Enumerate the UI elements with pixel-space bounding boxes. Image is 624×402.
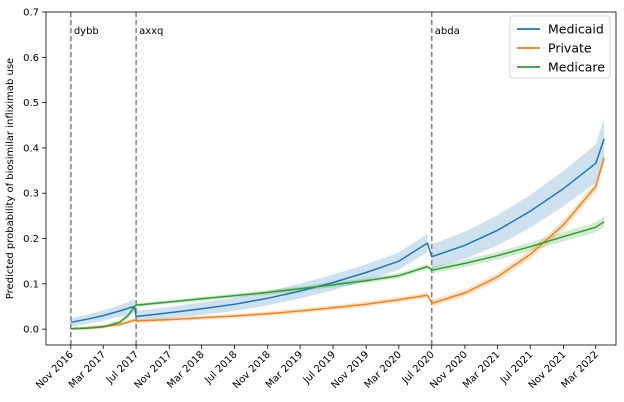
series-line — [70, 138, 605, 324]
y-axis: 0.0 0.1 0.2 0.3 0.4 0.5 0.6 0.7 — [23, 8, 46, 336]
y-tick-label: 0.0 — [23, 325, 39, 336]
event-label: axxq — [139, 26, 163, 37]
legend-label: Private — [548, 41, 592, 56]
ci-band — [431, 118, 605, 269]
series-line — [70, 221, 605, 330]
y-tick-label: 0.7 — [23, 8, 39, 19]
y-tick-label: 0.4 — [23, 143, 39, 154]
event-label: dybb — [74, 26, 99, 37]
legend: Medicaid Private Medicare — [509, 15, 611, 79]
y-axis-label: Predicted probability of biosimilar infl… — [5, 58, 16, 299]
ci-band — [70, 304, 135, 330]
y-tick-label: 0.3 — [23, 189, 39, 200]
ci-band — [431, 216, 605, 274]
y-tick-label: 0.6 — [23, 53, 39, 64]
y-tick-label: 0.5 — [23, 98, 39, 109]
legend-box — [509, 15, 611, 79]
event-lines: dybb axxq abda — [70, 12, 460, 345]
legend-label: Medicare — [548, 60, 605, 75]
ci-band — [70, 318, 135, 330]
series-line — [70, 157, 605, 330]
y-tick-label: 0.2 — [23, 234, 39, 245]
series-lines — [70, 138, 605, 330]
event-label: abda — [435, 26, 460, 37]
legend-label: Medicaid — [548, 22, 604, 37]
plot-frame — [45, 11, 617, 346]
confidence-bands — [70, 118, 605, 330]
y-tick-label: 0.1 — [23, 279, 39, 290]
